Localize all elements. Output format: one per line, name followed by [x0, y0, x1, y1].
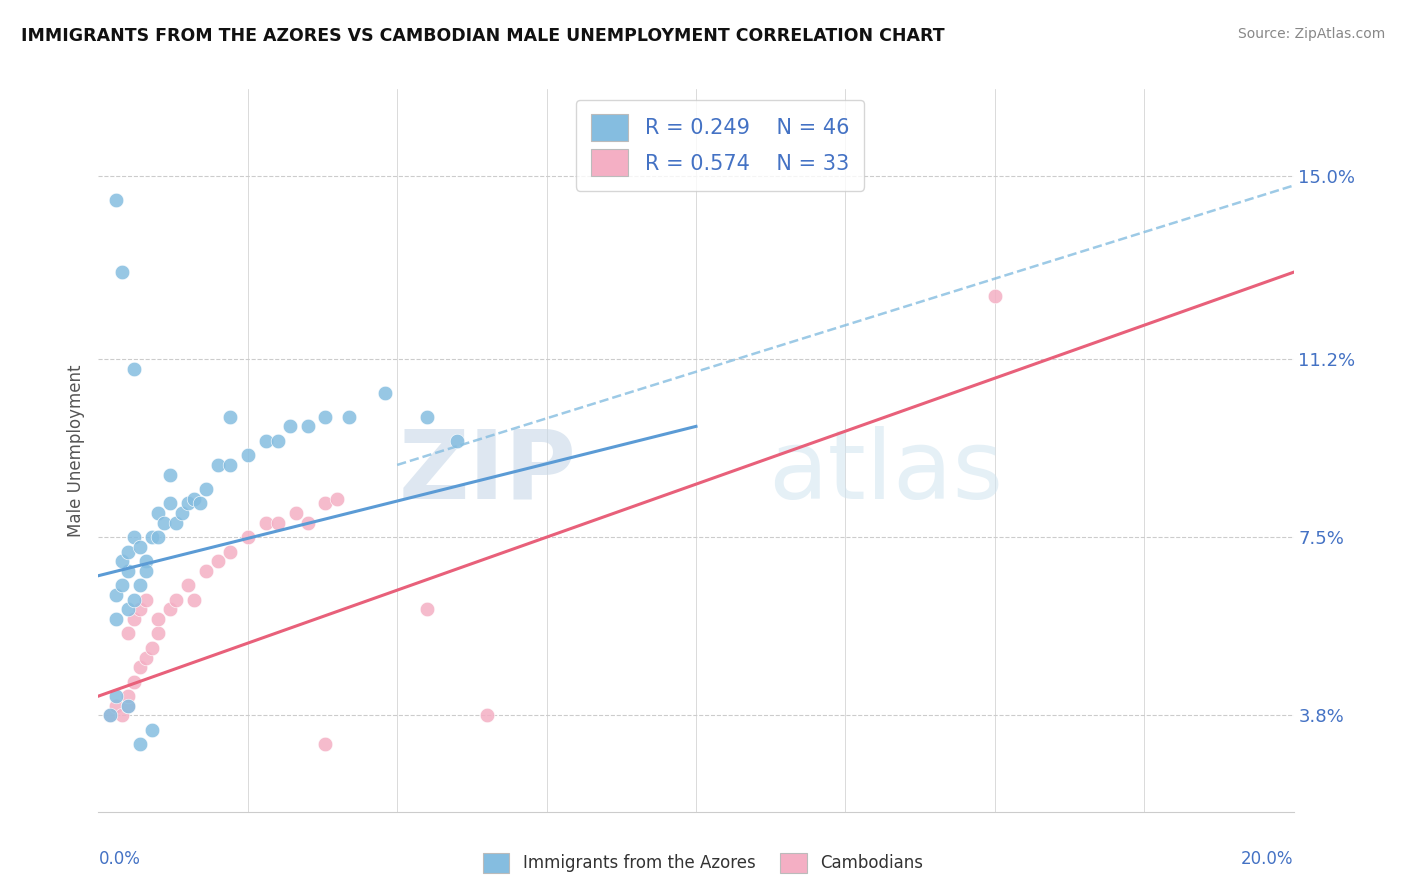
Point	[141, 530, 163, 544]
Point	[188, 496, 211, 510]
Point	[297, 516, 319, 530]
Text: IMMIGRANTS FROM THE AZORES VS CAMBODIAN MALE UNEMPLOYMENT CORRELATION CHART: IMMIGRANTS FROM THE AZORES VS CAMBODIAN …	[21, 27, 945, 45]
Point	[183, 592, 205, 607]
Point	[195, 564, 218, 578]
Point	[124, 530, 146, 544]
Point	[236, 448, 259, 462]
Point	[374, 385, 396, 400]
Point	[117, 564, 139, 578]
Text: 20.0%: 20.0%	[1241, 850, 1294, 868]
Point	[177, 496, 200, 510]
Point	[117, 602, 139, 616]
Point	[117, 626, 139, 640]
Point	[124, 612, 146, 626]
Point	[219, 458, 242, 472]
Point	[135, 564, 157, 578]
Point	[124, 361, 146, 376]
Point	[159, 496, 181, 510]
Point	[129, 578, 152, 592]
Point	[165, 592, 187, 607]
Point	[219, 544, 242, 558]
Point	[135, 592, 157, 607]
Point	[141, 640, 163, 655]
Point	[111, 554, 134, 568]
Point	[339, 409, 361, 424]
Point	[124, 592, 146, 607]
Point	[129, 602, 152, 616]
Point	[172, 506, 194, 520]
Point	[446, 434, 468, 448]
Point	[254, 434, 277, 448]
Point	[111, 265, 134, 279]
Text: atlas: atlas	[768, 425, 1002, 518]
Point	[105, 698, 128, 713]
Point	[236, 530, 259, 544]
Point	[326, 491, 349, 506]
Point	[124, 674, 146, 689]
Point	[117, 698, 139, 713]
Point	[183, 491, 205, 506]
Point	[267, 434, 290, 448]
Point	[105, 193, 128, 207]
Legend: R = 0.249    N = 46, R = 0.574    N = 33: R = 0.249 N = 46, R = 0.574 N = 33	[576, 100, 863, 191]
Point	[117, 544, 139, 558]
Point	[105, 689, 128, 703]
Point	[416, 602, 439, 616]
Point	[111, 578, 134, 592]
Point	[129, 660, 152, 674]
Point	[98, 708, 122, 723]
Point	[153, 516, 176, 530]
Point	[315, 737, 337, 751]
Point	[278, 419, 301, 434]
Text: Source: ZipAtlas.com: Source: ZipAtlas.com	[1237, 27, 1385, 41]
Point	[207, 458, 229, 472]
Point	[135, 554, 157, 568]
Point	[165, 516, 187, 530]
Y-axis label: Male Unemployment: Male Unemployment	[66, 364, 84, 537]
Point	[117, 698, 139, 713]
Point	[284, 506, 307, 520]
Point	[159, 467, 181, 482]
Point	[267, 516, 290, 530]
Point	[416, 409, 439, 424]
Legend: Immigrants from the Azores, Cambodians: Immigrants from the Azores, Cambodians	[477, 847, 929, 880]
Point	[148, 530, 170, 544]
Point	[105, 588, 128, 602]
Point	[129, 737, 152, 751]
Point	[148, 506, 170, 520]
Point	[129, 540, 152, 554]
Point	[141, 723, 163, 737]
Point	[315, 496, 337, 510]
Point	[148, 626, 170, 640]
Point	[475, 708, 498, 723]
Point	[984, 289, 1007, 303]
Text: ZIP: ZIP	[398, 425, 576, 518]
Point	[117, 689, 139, 703]
Point	[297, 419, 319, 434]
Point	[111, 708, 134, 723]
Point	[135, 650, 157, 665]
Text: 0.0%: 0.0%	[98, 850, 141, 868]
Point	[98, 708, 122, 723]
Point	[159, 602, 181, 616]
Point	[195, 482, 218, 496]
Point	[105, 612, 128, 626]
Point	[315, 409, 337, 424]
Point	[177, 578, 200, 592]
Point	[254, 516, 277, 530]
Point	[207, 554, 229, 568]
Point	[148, 612, 170, 626]
Point	[219, 409, 242, 424]
